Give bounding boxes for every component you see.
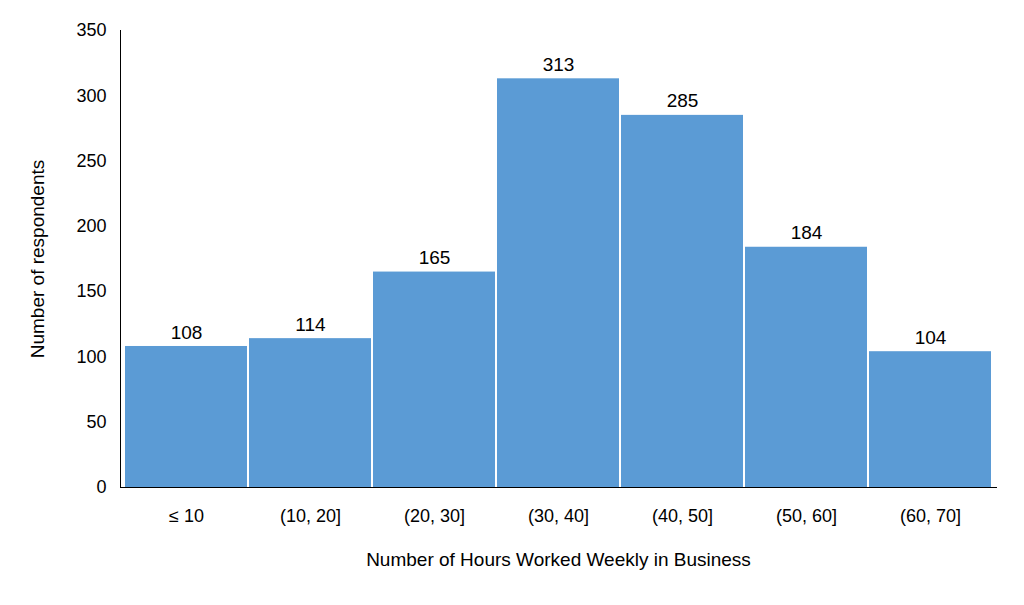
svg-text:Number of Hours Worked Weekly: Number of Hours Worked Weekly in Busines… bbox=[366, 549, 751, 570]
svg-text:285: 285 bbox=[667, 90, 699, 111]
svg-text:114: 114 bbox=[295, 314, 326, 335]
svg-text:313: 313 bbox=[543, 54, 575, 75]
svg-text:184: 184 bbox=[791, 222, 823, 243]
svg-text:200: 200 bbox=[76, 216, 106, 236]
svg-text:250: 250 bbox=[76, 151, 106, 171]
svg-text:≤ 10: ≤ 10 bbox=[169, 506, 204, 526]
svg-text:108: 108 bbox=[171, 322, 203, 343]
svg-text:(30, 40]: (30, 40] bbox=[528, 506, 589, 526]
svg-text:(10, 20]: (10, 20] bbox=[280, 506, 341, 526]
svg-text:(50, 60]: (50, 60] bbox=[776, 506, 837, 526]
svg-text:Number of respondents: Number of respondents bbox=[27, 160, 48, 359]
svg-text:100: 100 bbox=[76, 347, 106, 367]
svg-text:350: 350 bbox=[76, 20, 106, 40]
svg-text:50: 50 bbox=[86, 412, 106, 432]
svg-text:(20, 30]: (20, 30] bbox=[404, 506, 465, 526]
svg-text:0: 0 bbox=[96, 477, 106, 497]
svg-text:(60, 70]: (60, 70] bbox=[900, 506, 961, 526]
svg-text:104: 104 bbox=[915, 327, 947, 348]
svg-text:(40, 50]: (40, 50] bbox=[652, 506, 713, 526]
svg-text:300: 300 bbox=[76, 86, 106, 106]
svg-text:165: 165 bbox=[419, 247, 451, 268]
svg-text:150: 150 bbox=[76, 281, 106, 301]
